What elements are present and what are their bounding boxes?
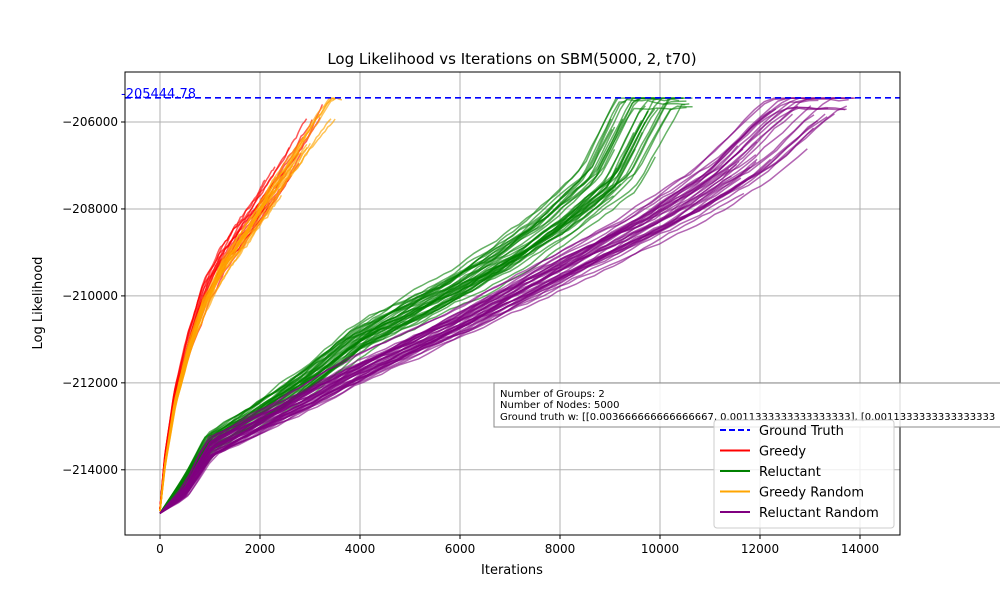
legend-box	[713, 419, 895, 529]
y-axis-ticks: −214000 −212000 −210000 −208000 −206000	[62, 115, 125, 477]
x-tick-label: 4000	[345, 542, 376, 556]
run-line	[159, 129, 613, 514]
x-tick-label: 2000	[245, 542, 276, 556]
legend: Ground Truth Greedy Reluctant Greedy Random…	[713, 419, 895, 529]
ground-truth-layer: -205444.78	[121, 87, 900, 102]
y-tick-label: −212000	[62, 376, 118, 390]
x-tick-label: 8000	[545, 542, 576, 556]
run-line	[159, 118, 332, 512]
x-axis-label: Iterations	[481, 563, 543, 578]
legend-label: Reluctant Random	[759, 506, 879, 521]
run-line	[159, 97, 801, 514]
legend-entry: Greedy	[720, 445, 806, 460]
run-line	[159, 105, 812, 514]
chart-title: Log Likelihood vs Iterations on SBM(5000…	[327, 50, 696, 68]
y-axis-label: Log Likelihood	[31, 257, 46, 350]
run-line	[159, 97, 819, 514]
legend-entry: Reluctant	[720, 465, 821, 480]
legend-entry: Greedy Random	[720, 486, 864, 501]
x-tick-label: 10000	[641, 542, 679, 556]
x-tick-label: 6000	[445, 542, 476, 556]
run-line	[159, 97, 847, 514]
run-line	[159, 166, 276, 509]
x-tick-label: 14000	[841, 542, 879, 556]
annotation-groups: Number of Groups: 2	[500, 389, 605, 400]
ground-truth-value-label: -205444.78	[121, 87, 196, 102]
annotation-ground-truth-w: Ground truth w: [[0.003666666666666667, …	[500, 412, 995, 423]
series-greedy-random	[159, 97, 343, 512]
x-axis-ticks: 0 2000 4000 6000 8000 10000 12000 14000	[156, 535, 879, 556]
run-line	[159, 97, 337, 512]
legend-label: Reluctant	[759, 465, 821, 480]
legend-entry: Ground Truth	[720, 424, 844, 439]
y-tick-label: −206000	[62, 115, 118, 129]
run-line	[159, 113, 835, 514]
series-layer	[159, 97, 856, 514]
annotation-nodes: Number of Nodes: 5000	[500, 400, 619, 411]
run-line	[159, 108, 777, 514]
run-line	[159, 106, 846, 514]
y-tick-label: −208000	[62, 202, 118, 216]
y-tick-label: −210000	[62, 289, 118, 303]
run-line	[159, 192, 745, 514]
x-tick-label: 0	[156, 542, 164, 556]
y-tick-label: −214000	[62, 463, 118, 477]
legend-label: Greedy	[759, 445, 806, 460]
x-tick-label: 12000	[741, 542, 779, 556]
series-reluctant-random	[159, 97, 856, 514]
plot-frame	[124, 71, 901, 536]
legend-label: Ground Truth	[759, 424, 844, 439]
legend-entry: Reluctant Random	[720, 506, 879, 521]
legend-label: Greedy Random	[759, 486, 864, 501]
